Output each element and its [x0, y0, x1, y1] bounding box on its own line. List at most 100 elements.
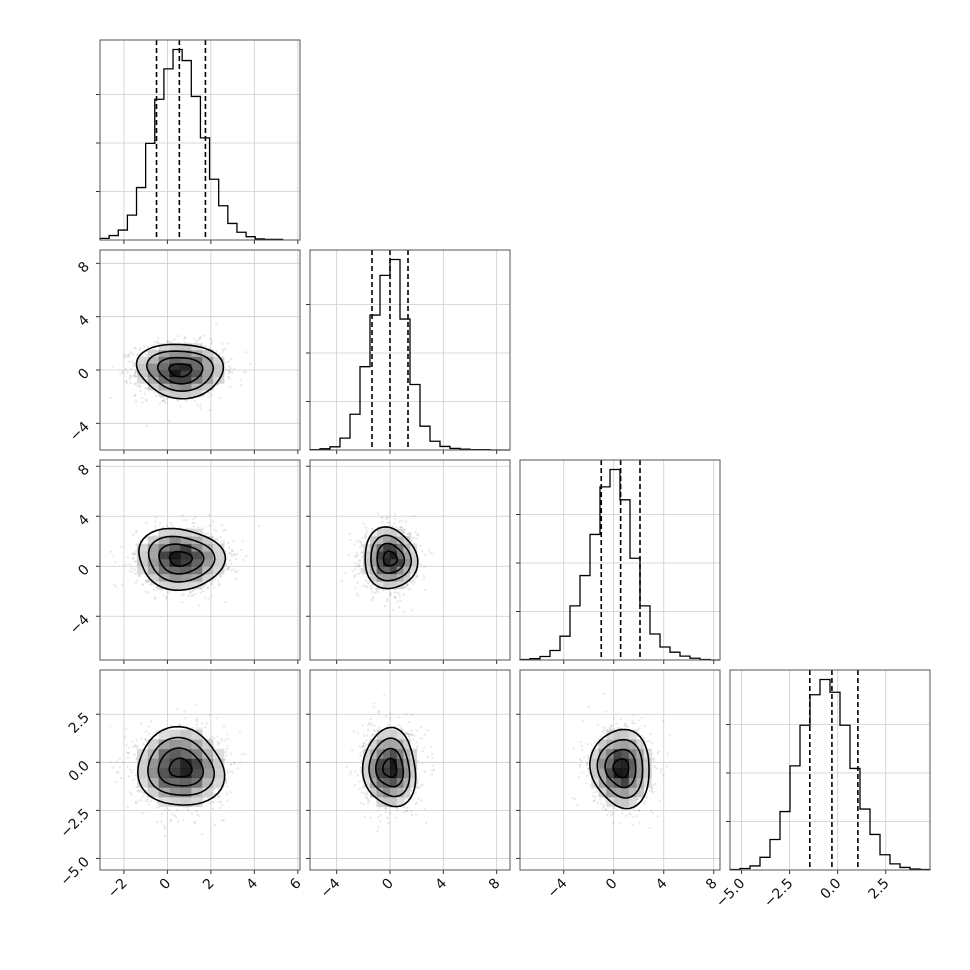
sample-point — [210, 393, 213, 397]
sample-point — [580, 759, 583, 763]
density-cell — [621, 729, 630, 740]
sample-point — [128, 569, 132, 573]
sample-point — [643, 802, 646, 806]
sample-point — [601, 726, 604, 729]
sample-point — [135, 369, 138, 373]
density-cell — [591, 748, 600, 759]
sample-point — [220, 739, 223, 742]
sample-point — [366, 585, 369, 589]
panel-background — [730, 670, 930, 870]
density-cell — [396, 566, 404, 575]
x-tick-label: 2 — [200, 876, 218, 894]
sample-point — [224, 778, 228, 782]
sample-point — [206, 586, 210, 589]
sample-point — [389, 592, 392, 595]
density-cell — [180, 729, 192, 740]
sample-point — [649, 733, 652, 736]
sample-point — [662, 773, 665, 777]
density-cell — [202, 370, 214, 378]
density-cell — [390, 536, 398, 545]
sample-point — [402, 610, 405, 613]
sample-point — [648, 826, 651, 830]
sample-point — [210, 735, 214, 738]
sample-point — [156, 802, 159, 805]
sample-point — [169, 819, 172, 823]
sample-point — [139, 346, 143, 350]
sample-point — [234, 570, 237, 574]
sample-point — [155, 392, 159, 395]
sample-point — [585, 774, 589, 778]
sample-point — [211, 582, 214, 585]
sample-point — [153, 597, 157, 600]
sample-point — [366, 581, 370, 584]
panel-frame — [519, 669, 721, 871]
sample-point — [602, 731, 606, 734]
sample-point — [424, 821, 428, 825]
sample-point — [134, 375, 138, 378]
density-cell — [606, 729, 615, 740]
sample-point — [354, 567, 357, 571]
sample-point — [410, 729, 413, 732]
sample-point — [358, 745, 361, 748]
sample-point — [127, 751, 130, 755]
sample-point — [145, 579, 148, 582]
sample-point — [156, 336, 160, 340]
sample-point — [358, 546, 362, 549]
sample-point — [208, 392, 211, 395]
sample-point — [156, 340, 159, 343]
sample-point — [226, 342, 229, 345]
sample-point — [239, 378, 242, 381]
sample-point — [604, 726, 607, 729]
sample-point — [358, 780, 361, 783]
sample-point — [213, 577, 217, 581]
density-cell — [191, 768, 203, 779]
sample-point — [618, 822, 622, 825]
sample-point — [356, 732, 360, 735]
sample-point — [173, 338, 176, 341]
panel-frame — [99, 39, 301, 241]
sample-point — [136, 800, 140, 803]
sample-point — [369, 816, 372, 819]
density-cell — [403, 758, 411, 769]
sample-point — [163, 398, 167, 401]
sample-point — [384, 806, 387, 810]
sample-point — [393, 522, 396, 525]
sample-point — [215, 350, 218, 353]
sample-point — [371, 595, 375, 599]
density-cell — [202, 383, 214, 391]
sample-point — [177, 820, 180, 824]
density-cell — [628, 796, 637, 807]
sample-point — [361, 536, 365, 539]
sample-point — [175, 808, 179, 812]
sample-point — [227, 541, 230, 545]
sample-point — [403, 798, 406, 801]
density-cell — [213, 551, 225, 560]
sample-point — [592, 740, 596, 743]
sample-point — [150, 720, 153, 723]
density-cell — [213, 777, 225, 788]
sample-point — [130, 793, 133, 796]
sample-point — [131, 557, 135, 560]
density-cell — [383, 777, 391, 788]
density-cell — [169, 536, 181, 545]
x-tick-label: 4 — [653, 875, 671, 893]
sample-point — [386, 724, 390, 727]
sample-point — [182, 592, 185, 596]
sample-point — [134, 744, 137, 747]
sample-point — [411, 813, 414, 817]
sample-point — [416, 533, 420, 537]
sample-point — [602, 692, 606, 696]
sample-point — [133, 383, 137, 386]
sample-point — [403, 797, 406, 800]
density-cell — [147, 536, 160, 545]
density-cell — [613, 748, 622, 759]
sample-point — [631, 721, 634, 725]
sample-point — [404, 520, 407, 523]
density-cell — [376, 536, 384, 545]
sample-point — [244, 350, 247, 354]
sample-point — [609, 727, 613, 730]
density-cell — [390, 543, 398, 552]
sample-point — [398, 594, 401, 598]
sample-point — [399, 599, 402, 602]
density-cell — [147, 350, 160, 358]
